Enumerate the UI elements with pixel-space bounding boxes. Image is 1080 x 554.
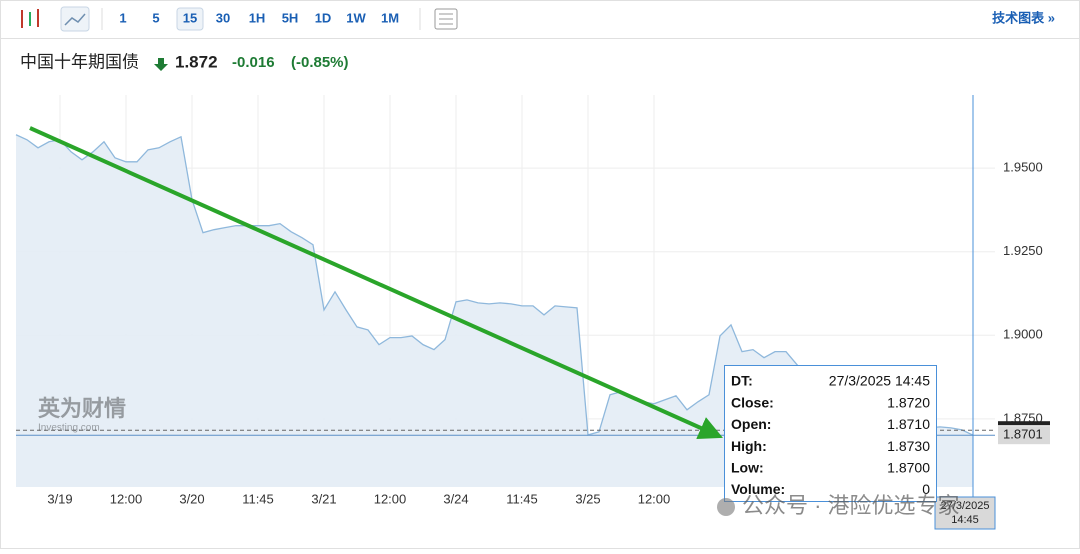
y-tick-label: 1.9250 xyxy=(1003,243,1043,258)
current-price-marker xyxy=(998,421,1050,426)
x-tick-label: 3/20 xyxy=(179,491,204,506)
interval-button[interactable]: 5H xyxy=(282,10,299,25)
x-tick-label: 3/24 xyxy=(443,491,468,506)
interval-button[interactable]: 1D xyxy=(315,10,332,25)
tooltip-key: Close: xyxy=(731,394,774,410)
interval-button[interactable]: 1M xyxy=(381,10,399,25)
x-tick-label: 12:00 xyxy=(110,491,143,506)
x-tick-label: 3/21 xyxy=(311,491,336,506)
y-tick-label: 1.9000 xyxy=(1003,327,1043,342)
interval-button[interactable]: 5 xyxy=(152,10,159,25)
tooltip-key: Open: xyxy=(731,416,771,432)
watermark-wechat: 公众号 · 港险优选专家 xyxy=(742,493,960,518)
change: -0.016 xyxy=(232,54,275,71)
current-price-label: 1.8701 xyxy=(1003,427,1043,442)
tooltip-value: 1.8720 xyxy=(887,394,930,410)
grid-icon-lines xyxy=(439,13,453,25)
y-tick-label: 1.9500 xyxy=(1003,160,1043,175)
price: 1.872 xyxy=(175,52,218,71)
wechat-icon xyxy=(717,498,735,516)
crosshair-box xyxy=(934,496,996,530)
candle-icon[interactable] xyxy=(21,9,39,28)
crosshair-date: 27/3/2025 xyxy=(941,500,990,512)
x-tick-label: 3/25 xyxy=(575,491,600,506)
x-tick-label: 3/19 xyxy=(47,491,72,506)
current-price-box xyxy=(998,426,1050,445)
tooltip-value: 1.8710 xyxy=(887,416,930,432)
interval-button[interactable]: 1 xyxy=(119,10,126,25)
x-tick-label: 11:45 xyxy=(506,491,538,506)
instrument-name: 中国十年期国债 xyxy=(20,52,139,71)
tooltip-key: High: xyxy=(731,438,767,454)
interval-selected xyxy=(176,7,204,31)
watermark-logo-sub: Investing.com xyxy=(38,423,100,434)
tooltip-value: 1.8730 xyxy=(887,438,930,454)
x-tick-label: 12:00 xyxy=(638,491,671,506)
trend-arrow xyxy=(29,126,723,440)
interval-button[interactable]: 1W xyxy=(346,10,366,25)
down-arrow xyxy=(154,58,168,71)
tooltip-value: 27/3/2025 14:45 xyxy=(829,373,930,389)
tooltip-key: Volume: xyxy=(731,481,785,497)
technical-link[interactable]: 技术图表 » xyxy=(992,10,1055,25)
x-tick-label: 11:45 xyxy=(242,491,274,506)
area-icon-line xyxy=(64,13,86,26)
interval-button[interactable]: 30 xyxy=(216,10,230,25)
interval-button[interactable]: 15 xyxy=(183,10,197,25)
x-tick-label: 12:00 xyxy=(374,491,407,506)
crosshair-time: 14:45 xyxy=(951,514,979,526)
tooltip-box xyxy=(724,365,937,502)
tooltip-key: Low: xyxy=(731,460,764,476)
watermark-logo: 英为财情 xyxy=(38,396,126,421)
tooltip-value: 1.8700 xyxy=(887,460,930,476)
area-icon[interactable] xyxy=(60,6,90,32)
change-pct: (-0.85%) xyxy=(291,54,349,71)
tooltip-key: DT: xyxy=(731,373,753,389)
interval-button[interactable]: 1H xyxy=(249,10,266,25)
tooltip-value: 0 xyxy=(922,481,930,497)
